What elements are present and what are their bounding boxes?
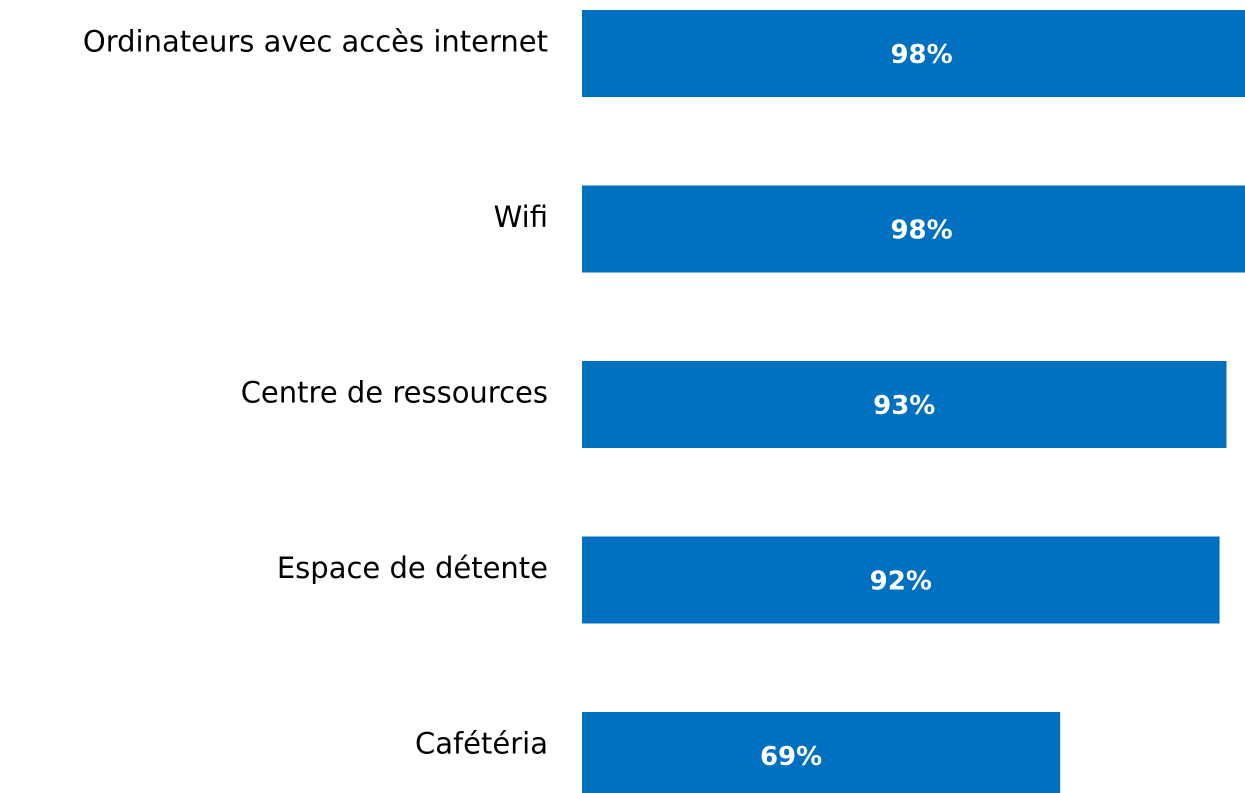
category-label: Ordinateurs avec accès internet xyxy=(83,25,548,59)
category-label: Cafétéria xyxy=(415,727,548,761)
category-label: Centre de ressources xyxy=(241,376,548,410)
value-label: 98% xyxy=(890,216,952,246)
bar xyxy=(582,185,1245,273)
bar xyxy=(582,712,1061,793)
bar xyxy=(582,536,1220,624)
category-label: Espace de détente xyxy=(277,551,548,585)
bar xyxy=(582,361,1227,448)
value-label: 93% xyxy=(873,391,935,421)
value-label: 69% xyxy=(760,742,822,772)
value-label: 92% xyxy=(870,567,932,597)
value-label: 98% xyxy=(890,40,952,70)
category-label: Wifi xyxy=(494,200,548,234)
bar xyxy=(582,10,1245,97)
